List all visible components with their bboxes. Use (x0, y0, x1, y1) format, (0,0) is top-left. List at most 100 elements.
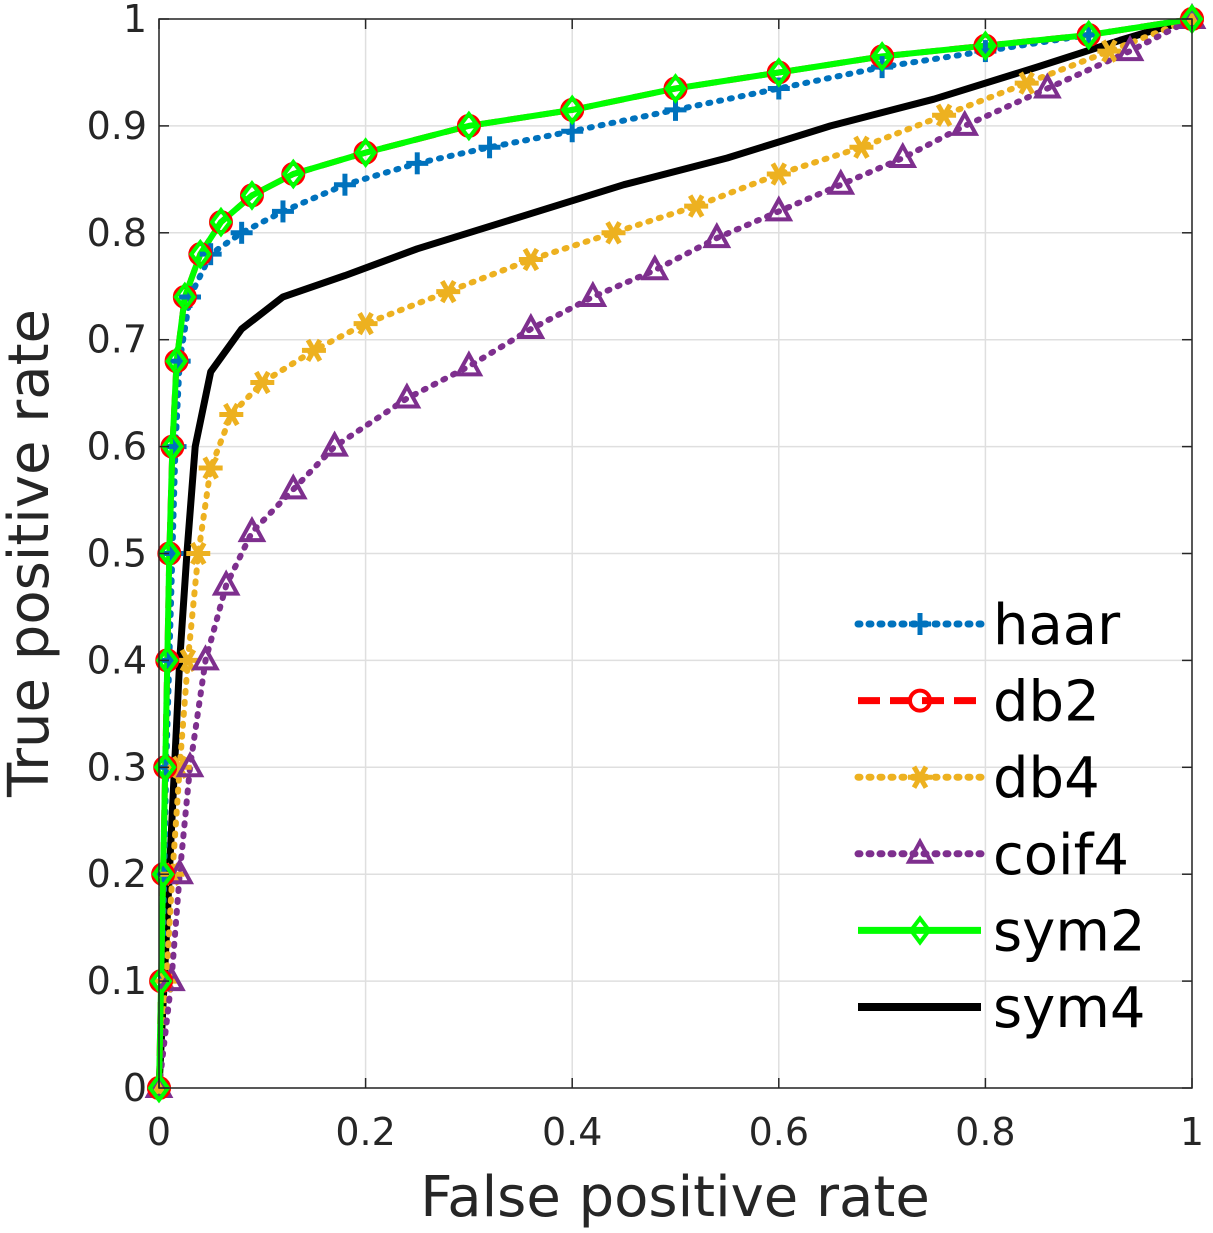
point-db4 (250, 370, 275, 395)
point-db4 (766, 162, 791, 186)
point-sym2 (165, 345, 189, 377)
x-tick-label: 0.6 (749, 1110, 809, 1154)
point-db4-arm (1101, 39, 1118, 63)
point-db4-arm (305, 338, 323, 363)
legend-item-coif4: coif4 (854, 823, 1129, 888)
point-db4-arm (254, 370, 271, 395)
point-coif4 (578, 280, 608, 307)
point-db4-arm (605, 221, 622, 245)
x-tick-label: 0.8 (955, 1110, 1015, 1154)
y-tick-label: 0 (123, 1066, 147, 1110)
y-tick-label: 0.3 (87, 745, 147, 789)
point-haar (333, 173, 356, 196)
point-haar (478, 136, 501, 159)
point-db4-arm (179, 648, 197, 673)
point-coif4 (764, 195, 794, 222)
point-sym2 (147, 1072, 171, 1104)
series-line-sym2 (156, 16, 1193, 1089)
legend-item-haar: haar (854, 593, 1121, 658)
point-sym2 (767, 57, 791, 88)
point-sym2 (160, 431, 184, 462)
series-markers (144, 2, 1207, 1104)
point-sym2 (151, 858, 175, 890)
point-sym2 (973, 30, 997, 62)
point-db4-arm (687, 194, 705, 218)
point-db4 (353, 312, 378, 336)
point-db4-arm (853, 135, 870, 159)
point-sym2 (354, 137, 378, 168)
point-db4-arm (935, 103, 953, 127)
point-sym2 (664, 73, 687, 104)
point-db4 (1097, 39, 1122, 63)
y-tick-label: 0.2 (87, 852, 147, 896)
point-coif4 (826, 168, 856, 195)
y-axis-label: True positive rate (0, 309, 62, 798)
y-tick-label: 0.6 (87, 425, 147, 469)
point-coif4 (454, 350, 484, 377)
point-db4 (1014, 71, 1039, 95)
point-sym2 (157, 538, 181, 569)
point-sym2 (188, 238, 212, 270)
point-db4-arm (1018, 71, 1035, 95)
point-coif4 (237, 515, 267, 543)
y-tick-label: 0.7 (87, 318, 147, 362)
point-coif4 (392, 382, 422, 409)
point-db4-arm (522, 247, 540, 272)
point-sym2 (240, 180, 264, 211)
legend-marker-coif4 (905, 837, 935, 864)
point-haar (271, 200, 294, 223)
point-coif4 (175, 751, 205, 778)
point-db4-arm (190, 541, 207, 566)
point-db4 (601, 221, 626, 245)
x-tick-label: 0 (147, 1110, 171, 1154)
point-sym2 (149, 965, 173, 997)
ticks (158, 18, 1193, 1089)
point-db4 (301, 338, 326, 363)
x-tick-label: 1 (1180, 1110, 1204, 1154)
y-tick-label: 1 (123, 0, 147, 41)
point-db4-arm (202, 456, 219, 480)
x-tick-label: 0.4 (542, 1110, 602, 1154)
point-coif4 (888, 141, 918, 168)
point-db4-arm (770, 162, 787, 186)
legend-label-db2: db2 (993, 670, 1100, 735)
point-coif4 (211, 569, 241, 596)
point-haar (230, 221, 253, 244)
series-line-db4 (156, 16, 1195, 1091)
x-tick-label: 0.2 (335, 1110, 395, 1154)
legend-label-haar: haar (993, 593, 1121, 658)
point-sym2 (457, 110, 481, 142)
legend-marker-db4-arm (911, 765, 929, 789)
y-tick-label: 0.5 (87, 532, 147, 576)
point-db4 (186, 541, 211, 566)
legend-marker-db2 (908, 688, 932, 713)
legend-label-coif4: coif4 (993, 823, 1129, 888)
legend-label-db4: db4 (993, 746, 1100, 811)
y-tick-label: 0.4 (87, 638, 147, 682)
legend-item-sym4: sym4 (858, 976, 1146, 1041)
legend: haar db2 db4 coif4 sym2 sym4 (854, 593, 1146, 1041)
point-coif4 (278, 473, 308, 500)
point-db4-arm (171, 755, 188, 779)
point-db4 (932, 103, 957, 127)
point-db4 (518, 247, 543, 272)
point-coif4 (640, 254, 670, 281)
tick-labels: 0 0.2 0.4 0.6 0.8 1 0 0.1 0.2 0.3 0.4 0.5 0.6 0.7 0.8 0… (87, 0, 1205, 1154)
legend-item-db2: db2 (858, 670, 1100, 735)
legend-item-db4: db4 (854, 746, 1100, 811)
point-db4-arm (440, 279, 457, 304)
point-coif4 (157, 964, 186, 992)
legend-label-sym2: sym2 (993, 899, 1146, 964)
point-db4-arm (223, 402, 240, 427)
point-sym2 (209, 206, 233, 238)
series-lines (155, 15, 1195, 1091)
point-sym2 (1077, 19, 1101, 51)
point-coif4 (516, 312, 546, 340)
point-coif4 (702, 221, 732, 249)
point-coif4 (1115, 34, 1145, 62)
legend-marker-sym2 (908, 915, 932, 946)
y-tick-label: 0.9 (87, 104, 147, 148)
point-db4 (219, 402, 244, 427)
point-db4 (849, 135, 874, 159)
